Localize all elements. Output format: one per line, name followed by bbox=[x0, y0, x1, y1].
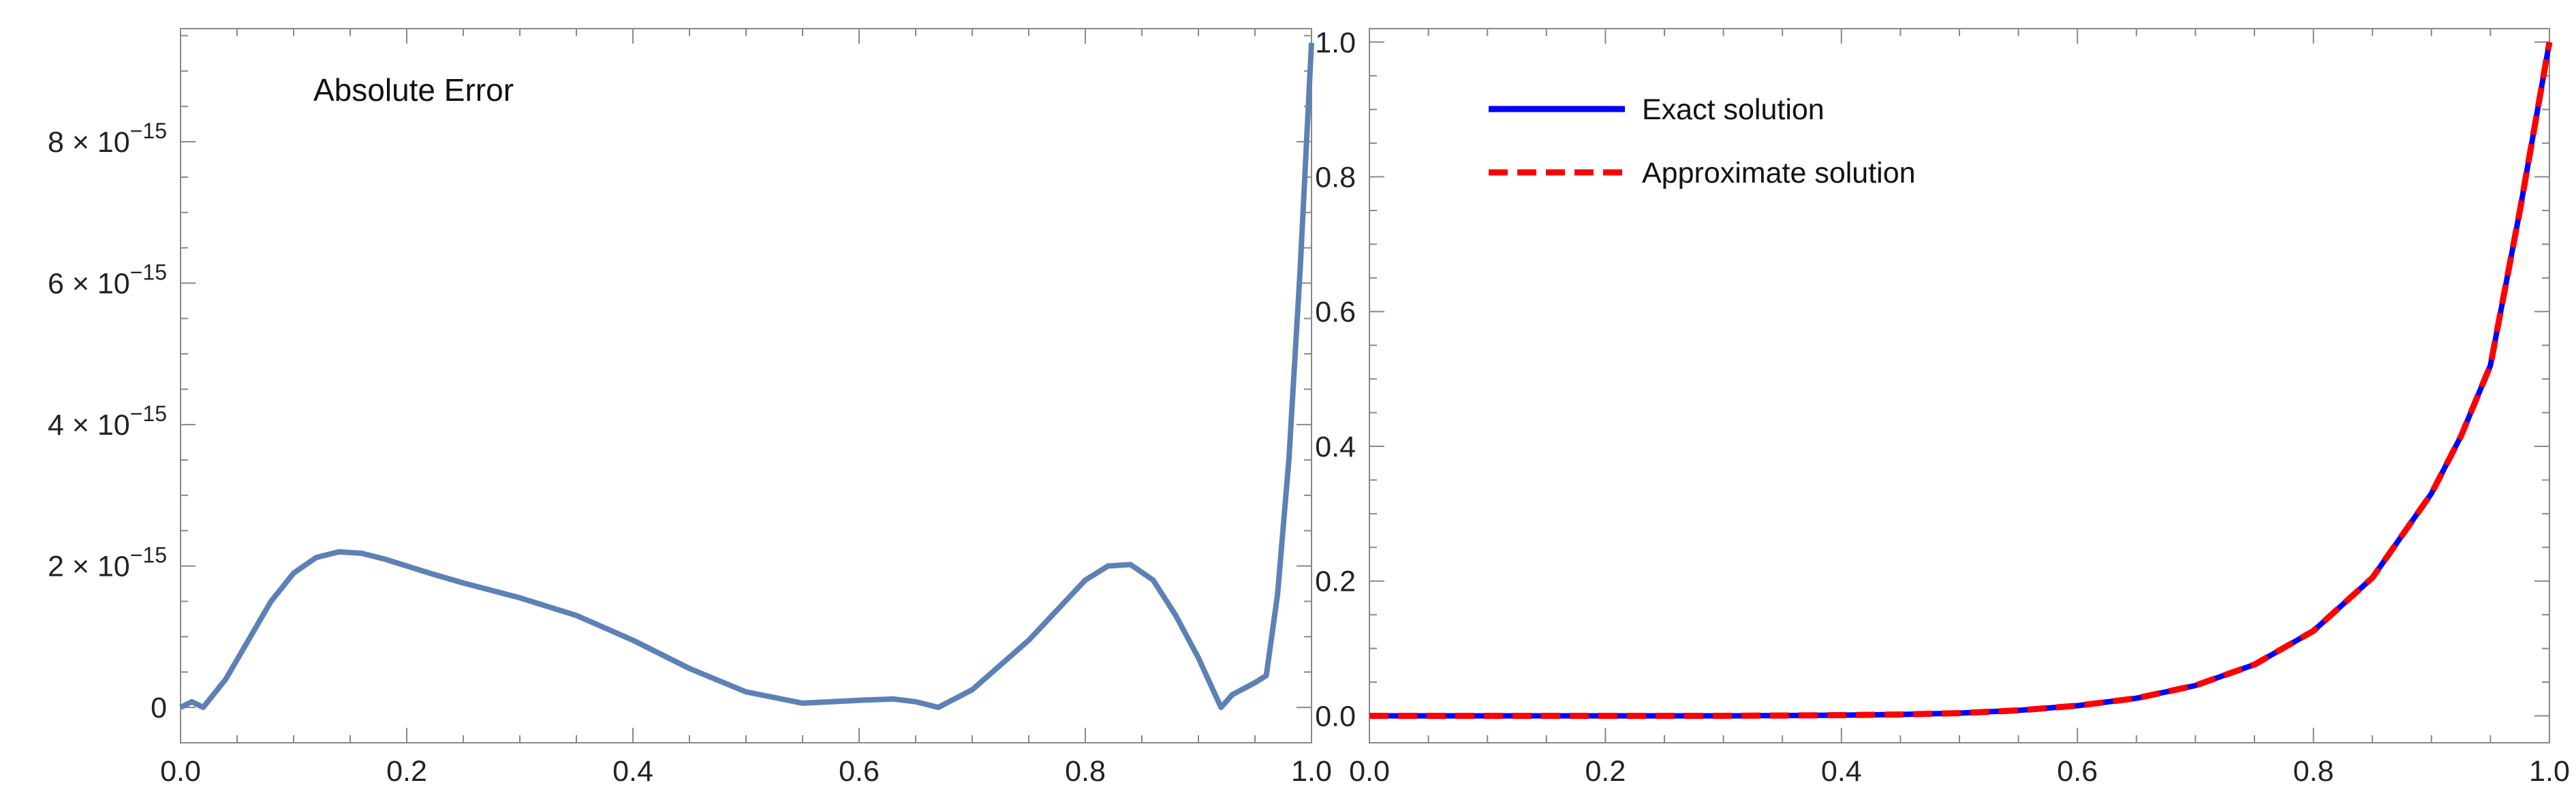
tick-mantissa: 2 × 10 bbox=[48, 551, 130, 583]
error-y-tick-label: 2 × 10−15 bbox=[48, 543, 167, 583]
tick-exponent: −15 bbox=[130, 401, 167, 426]
solution-y-tick-label: 0.4 bbox=[1315, 431, 1356, 463]
solution-plot-frame bbox=[1369, 28, 2550, 743]
solution-series-line-1 bbox=[1369, 42, 2552, 719]
error-x-tick-label: 0.8 bbox=[1065, 755, 1106, 788]
tick-exponent: −15 bbox=[130, 260, 167, 285]
tick-mantissa: 6 × 10 bbox=[48, 268, 130, 301]
error-x-tick-label: 0.2 bbox=[386, 755, 427, 788]
solution-y-tick-label: 0.0 bbox=[1315, 700, 1356, 733]
error-x-tick-label: 0.0 bbox=[160, 755, 201, 788]
absolute-error-panel: Absolute Error 0.0 0.2 0.4 0.6 0.8 1.0 0 2 × 10… bbox=[48, 28, 1332, 788]
tick-mantissa: 4 × 10 bbox=[48, 409, 130, 442]
error-y-tick-label: 4 × 10−15 bbox=[48, 401, 167, 442]
error-series-line-1 bbox=[179, 42, 1314, 711]
error-y-tick-label: 6 × 10−15 bbox=[48, 260, 167, 301]
error-y-tick-label: 8 × 10−15 bbox=[48, 119, 167, 159]
legend-label-1: Exact solution bbox=[1642, 93, 1825, 126]
absolute-error-annotation: Absolute Error bbox=[313, 72, 514, 108]
tick-mantissa: 8 × 10 bbox=[48, 126, 130, 159]
solution-x-tick-label: 0.4 bbox=[1821, 755, 1862, 788]
solution-y-tick-label: 1.0 bbox=[1315, 27, 1356, 59]
solution-x-tick-label: 1.0 bbox=[2529, 755, 2570, 788]
legend-label-2: Approximate solution bbox=[1642, 157, 1916, 189]
error-y-tick-label: 0 bbox=[151, 692, 167, 724]
solution-x-tick-label: 0.2 bbox=[1585, 755, 1626, 788]
error-plot-frame bbox=[180, 28, 1312, 743]
solution-x-tick-label: 0.0 bbox=[1349, 755, 1390, 788]
tick-exponent: −15 bbox=[130, 543, 167, 568]
solution-series-line-2 bbox=[1369, 42, 2553, 719]
solution-y-tick-label: 0.6 bbox=[1315, 296, 1356, 328]
tick-exponent: −15 bbox=[130, 119, 167, 143]
error-x-tick-label: 1.0 bbox=[1291, 755, 1332, 788]
solution-y-tick-label: 0.2 bbox=[1315, 566, 1356, 598]
solution-y-tick-label: 0.8 bbox=[1315, 161, 1356, 194]
error-x-tick-label: 0.6 bbox=[839, 755, 880, 788]
solution-x-tick-label: 0.8 bbox=[2293, 755, 2334, 788]
solution-x-tick-label: 0.6 bbox=[2057, 755, 2098, 788]
error-x-tick-label: 0.4 bbox=[612, 755, 653, 788]
solution-comparison-panel: 0.0 0.2 0.4 0.6 0.8 1.0 0.0 0.2 0.4 0.6 0.8 1.0 Exac… bbox=[1315, 27, 2570, 788]
